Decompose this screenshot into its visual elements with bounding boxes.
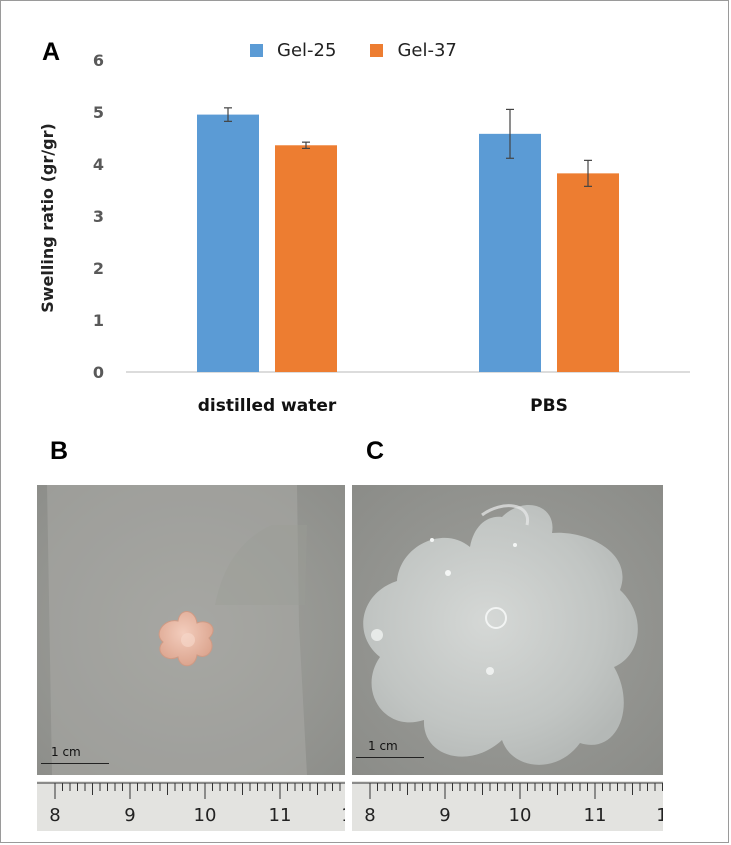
ruler-number: 11 bbox=[584, 805, 607, 826]
panel-label-b: B bbox=[50, 437, 69, 465]
scale-bar-c bbox=[356, 757, 424, 758]
y-tick-label-2: 2 bbox=[93, 259, 104, 278]
y-tick-label-1: 1 bbox=[93, 311, 104, 330]
chart-legend: Gel-25 Gel-37 bbox=[250, 40, 491, 61]
ruler-number: 8 bbox=[49, 805, 60, 826]
legend-item-gel-25: Gel-25 bbox=[250, 40, 336, 61]
x-axis-ticks: distilled water PBS bbox=[198, 396, 568, 416]
ruler-number: 11 bbox=[269, 805, 292, 826]
ruler-number: 9 bbox=[124, 805, 135, 826]
ruler-number: 10 bbox=[194, 805, 217, 826]
y-tick-label-4: 4 bbox=[93, 155, 104, 174]
bar-gel-25-1 bbox=[479, 133, 541, 372]
y-tick-label-3: 3 bbox=[93, 207, 104, 226]
swollen-star-image bbox=[352, 485, 663, 775]
x-tick-label-0: distilled water bbox=[198, 396, 337, 416]
scale-label-b: 1 cm bbox=[51, 745, 81, 759]
dry-star-image bbox=[37, 485, 345, 775]
ruler-number: 1 bbox=[656, 805, 663, 826]
y-axis-ticks: 0 1 2 3 4 5 6 bbox=[93, 51, 104, 382]
bar-gel-25-0 bbox=[197, 114, 259, 372]
legend-swatch-gel-37 bbox=[370, 44, 384, 57]
ruler-number: 1 bbox=[341, 805, 345, 826]
y-tick-label-6: 6 bbox=[93, 51, 104, 70]
bar-chart: Swelling ratio (gr/gr) 0 1 2 3 4 5 6 distilled… bbox=[38, 51, 690, 416]
ruler-number: 10 bbox=[509, 805, 532, 826]
scale-label-c: 1 cm bbox=[368, 739, 398, 753]
photo-swollen-hydrogel: 1 cm bbox=[352, 485, 663, 775]
bar-group bbox=[197, 107, 619, 372]
y-tick-label-0: 0 bbox=[93, 363, 104, 382]
x-tick-label-1: PBS bbox=[530, 396, 568, 416]
ruler-number: 9 bbox=[439, 805, 450, 826]
photo-dry-hydrogel: 1 cm bbox=[37, 485, 345, 775]
legend-item-gel-37: Gel-37 bbox=[370, 40, 457, 61]
y-tick-label-5: 5 bbox=[93, 103, 104, 122]
bar-gel-37-0 bbox=[275, 145, 337, 372]
legend-label-gel-37: Gel-37 bbox=[397, 40, 457, 61]
ruler-number: 8 bbox=[364, 805, 375, 826]
legend-label-gel-25: Gel-25 bbox=[277, 40, 337, 61]
ruler-c: 8 9 10 11 1 bbox=[352, 781, 663, 831]
panel-label-a: A bbox=[42, 38, 61, 66]
bar-gel-37-1 bbox=[557, 173, 619, 372]
scale-bar-b bbox=[41, 763, 109, 764]
legend-swatch-gel-25 bbox=[250, 44, 263, 57]
panel-label-c: C bbox=[366, 437, 385, 465]
y-axis-label: Swelling ratio (gr/gr) bbox=[38, 123, 57, 313]
